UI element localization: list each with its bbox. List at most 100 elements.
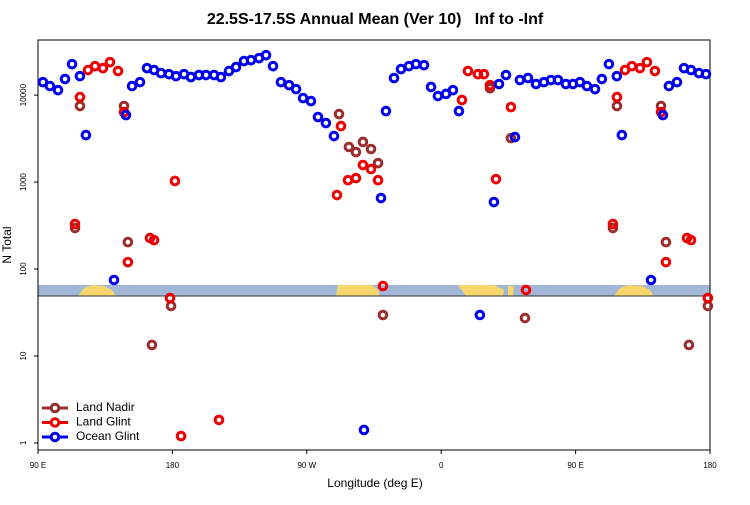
y-tick-label: 10 [19,351,28,360]
point [230,61,242,73]
point [52,84,64,96]
point [520,284,532,296]
marks [37,49,714,442]
point [589,83,601,95]
point [74,100,86,112]
point [112,65,124,77]
point [175,430,187,442]
point [365,143,377,155]
legend-swatch [49,431,61,443]
point [245,54,257,66]
point [134,76,146,88]
point [358,424,370,436]
point [509,131,521,143]
point [410,58,422,70]
point [683,339,695,351]
point [505,101,517,113]
point [611,91,623,103]
point [200,69,212,81]
point [514,74,526,86]
point [260,49,272,61]
legend-label: Ocean Glint [76,429,140,443]
chart-title: 22.5S-17.5S Annual Mean (Ver 10) Inf to … [207,11,544,28]
point [275,76,287,88]
x-tick-label: 90 E [567,461,583,470]
point [388,72,400,84]
legend-label: Land Glint [76,415,131,429]
x-tick-label: 0 [439,461,444,470]
point [170,70,182,82]
map-strip [38,285,710,297]
point [655,100,667,112]
point [596,73,608,85]
point [365,163,377,175]
point [634,62,646,74]
legend-swatch [49,402,61,414]
point [164,292,176,304]
point [552,74,564,86]
point [165,300,177,312]
point [702,292,714,304]
y-axis-label: N Total [0,226,14,263]
point [108,274,120,286]
y-tick-label: 1000 [19,173,28,191]
point [530,78,542,90]
point [169,175,181,187]
point [447,84,459,96]
point [305,95,317,107]
point [432,90,444,102]
point [375,192,387,204]
point [478,68,490,80]
point [290,83,302,95]
x-tick-label: 180 [166,461,180,470]
point [372,174,384,186]
point [331,189,343,201]
point [104,56,116,68]
point [649,65,661,77]
point [69,222,81,234]
point [335,120,347,132]
x-tick-label: 180 [703,461,717,470]
point [488,196,500,208]
point [357,159,369,171]
point [118,100,130,112]
point [519,312,531,324]
point [267,60,279,72]
point [126,80,138,92]
point [641,56,653,68]
point [215,71,227,83]
point [372,157,384,169]
point [663,80,675,92]
point [320,117,332,129]
point [312,111,324,123]
point [685,234,697,246]
point [616,129,628,141]
point [500,69,512,81]
point [474,309,486,321]
point [671,76,683,88]
point [472,68,484,80]
point [626,60,638,72]
point [44,80,56,92]
legend-swatch [49,417,61,428]
point [333,108,345,120]
point [377,280,389,292]
point [607,222,619,234]
point [456,94,468,106]
x-tick-label: 90 W [297,461,316,470]
point [380,105,392,117]
point [343,141,355,153]
x-tick-label: 90 E [30,461,46,470]
point [74,70,86,82]
point [80,129,92,141]
point [490,173,502,185]
y-tick-label: 10000 [19,83,28,106]
point [603,58,615,70]
point [357,136,369,148]
point [350,172,362,184]
point [122,256,134,268]
point [120,109,132,121]
point [59,73,71,85]
legend-label: Land Nadir [76,400,135,414]
